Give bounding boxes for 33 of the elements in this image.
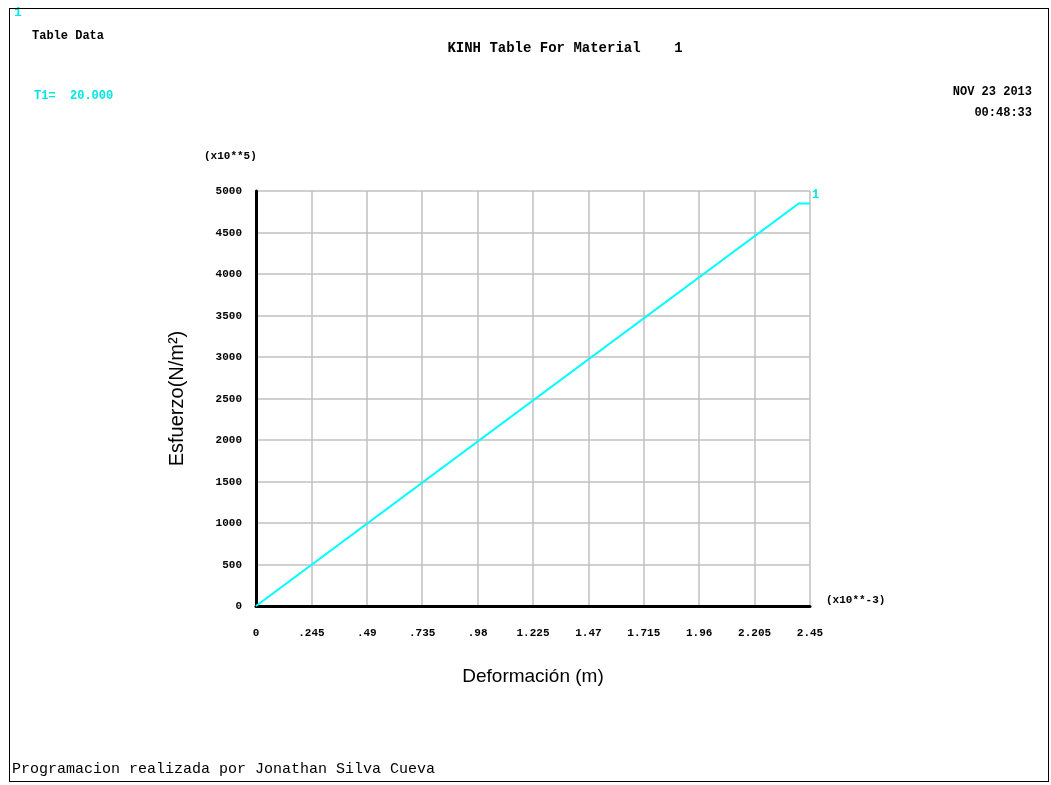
x-tick-label: 1.715 [627,627,661,639]
y-tick-label: 2500 [215,392,242,405]
y-tick-label: 4000 [215,268,242,280]
text: T1= 20.000 [34,89,114,103]
text: (x10**-3) [826,593,886,606]
y-axis-title: Esfuerzo(N/m²) [165,330,187,467]
text: 00:48:33 [974,106,1032,120]
x-tick-label: 1.225 [516,627,550,639]
x-tick-label: .245 [298,627,325,639]
x-tick-label: 2.45 [796,627,824,639]
y-tick-label: 3000 [215,351,242,363]
y-tick-label: 1500 [215,475,242,488]
x-tick-label: 1.47 [575,627,602,639]
x-axis-title: Deformación (m) [462,665,604,686]
x-tick-label: .49 [356,627,377,639]
x-tick-label: 0 [252,627,260,639]
y-tick-label: 4500 [215,226,242,239]
y-tick-label: 1000 [215,517,242,529]
x-tick-label: .98 [467,627,488,639]
x-tick-label: 2.205 [738,627,772,639]
text: NOV 23 2013 [952,85,1032,99]
annotation: 1 [812,188,820,203]
y-tick-label: 3500 [215,309,242,322]
x-tick-label: .735 [409,627,436,639]
y-tick-label: 5000 [215,185,242,197]
y-tick-label: 0 [235,600,242,612]
text: Table Data [32,29,105,43]
chart-title: KINH Table For Material 1 [447,40,683,56]
text: Programacion realizada por Jonathan Silva Cueva [12,761,436,778]
y-tick-label: 2000 [215,434,242,446]
x-tick-label: 1.96 [686,627,713,639]
y-tick-label: 500 [222,558,242,571]
text: (x10**5) [204,149,257,162]
